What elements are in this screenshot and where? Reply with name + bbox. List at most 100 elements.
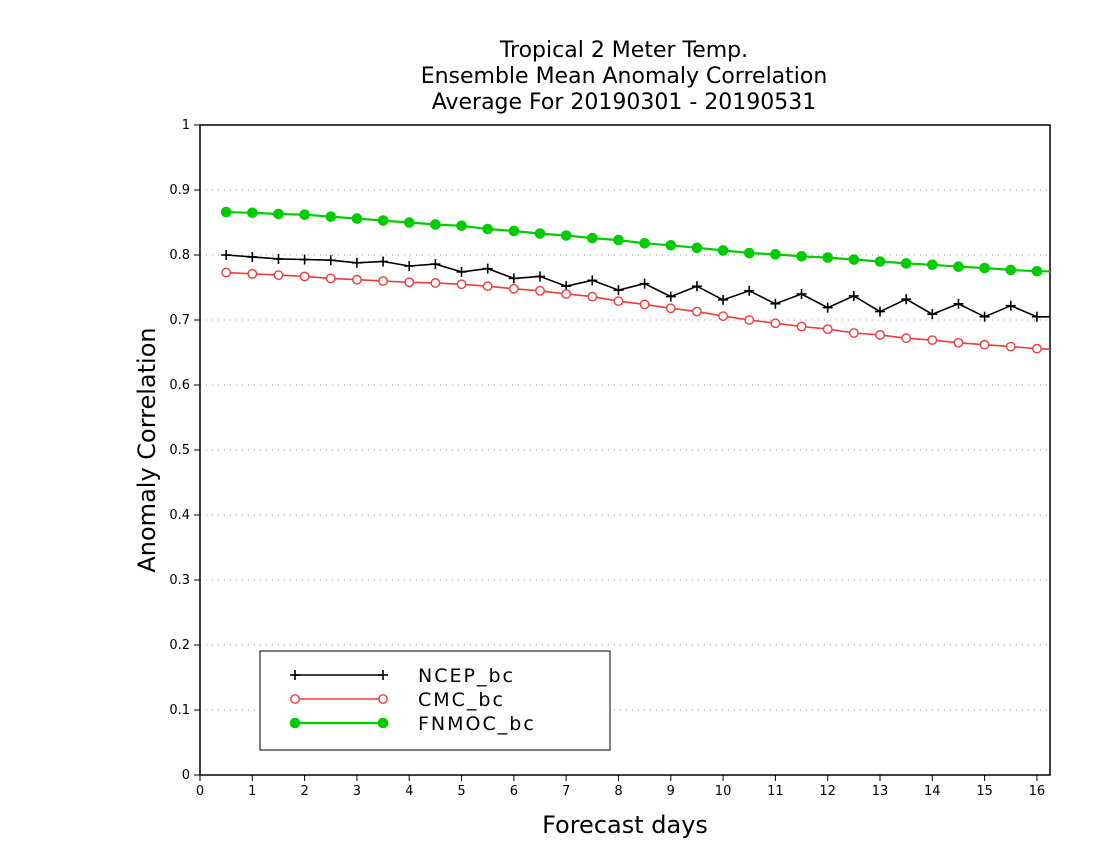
data-point — [325, 211, 337, 222]
y-tick-label: 0.1 — [169, 703, 190, 718]
data-point — [299, 254, 310, 265]
x-tick-label: 3 — [353, 784, 361, 799]
data-point — [220, 206, 232, 218]
data-point — [613, 285, 624, 296]
data-point — [325, 255, 336, 266]
data-point — [691, 242, 703, 254]
data-point — [535, 285, 545, 296]
data-point — [247, 207, 258, 219]
x-tick-label: 2 — [300, 784, 308, 799]
data-point — [1005, 341, 1016, 352]
data-point — [613, 296, 624, 307]
legend-marker — [377, 717, 389, 729]
data-point — [482, 263, 493, 274]
x-tick-label: 15 — [976, 784, 993, 799]
data-point — [430, 278, 441, 288]
data-point — [953, 261, 964, 273]
data-point — [639, 278, 650, 289]
x-tick-label: 16 — [1029, 784, 1046, 799]
legend-label: NCEP_bc — [418, 665, 515, 687]
y-tick-label: 0 — [182, 768, 190, 783]
data-point — [796, 289, 807, 299]
data-point — [456, 279, 467, 290]
x-tick-label: 9 — [667, 784, 675, 799]
data-point — [508, 273, 519, 284]
x-tick-label: 4 — [405, 784, 413, 799]
x-tick-label: 12 — [819, 784, 836, 799]
data-point — [901, 294, 912, 305]
y-tick-label: 0.8 — [169, 248, 190, 263]
data-point — [352, 274, 362, 285]
x-tick-label: 1 — [248, 784, 256, 799]
data-point — [900, 258, 912, 269]
data-point — [718, 294, 729, 305]
data-point — [717, 245, 729, 256]
data-point — [979, 262, 990, 274]
y-tick-label: 1 — [182, 118, 190, 133]
data-point — [718, 311, 728, 321]
data-point — [299, 271, 310, 282]
data-point — [822, 324, 833, 334]
legend-label: CMC_bc — [418, 689, 505, 711]
data-point — [378, 276, 388, 286]
data-point — [403, 217, 415, 228]
legend-marker — [290, 694, 300, 704]
data-point — [273, 253, 284, 264]
data-point — [953, 337, 964, 348]
data-point — [743, 247, 755, 259]
y-tick-label: 0.3 — [169, 573, 190, 588]
data-point — [221, 267, 232, 278]
data-point — [1031, 265, 1043, 277]
data-point — [535, 271, 545, 282]
legend-marker — [289, 717, 301, 729]
data-point — [770, 318, 781, 329]
x-tick-label: 13 — [872, 784, 889, 799]
data-point — [979, 311, 990, 322]
series-layer — [220, 206, 1051, 354]
data-point — [848, 290, 859, 301]
data-point — [770, 249, 781, 260]
data-point — [404, 277, 415, 288]
data-point — [299, 209, 310, 220]
data-point — [875, 330, 885, 340]
legend-item-CMC_bc: CMC_bc — [290, 689, 505, 711]
series-FNMOC_bc — [220, 206, 1050, 277]
data-point — [1032, 343, 1042, 354]
data-point — [508, 283, 519, 294]
data-point — [430, 259, 441, 270]
legend-marker — [378, 670, 388, 680]
data-point — [692, 306, 702, 317]
data-point — [1031, 311, 1042, 322]
data-point — [744, 285, 755, 296]
data-point — [587, 291, 598, 302]
y-tick-label: 0.7 — [169, 313, 190, 328]
y-axis-label: Anomaly Correlation — [133, 327, 161, 572]
data-point — [273, 270, 284, 281]
data-point — [482, 223, 493, 235]
data-point — [822, 252, 833, 263]
data-point — [221, 250, 232, 260]
data-point — [639, 238, 650, 249]
x-tick-label: 14 — [924, 784, 941, 799]
data-point — [273, 208, 284, 220]
data-point — [848, 328, 859, 338]
legend-label: FNMOC_bc — [418, 713, 536, 735]
data-point — [927, 309, 938, 320]
x-tick-label: 5 — [457, 784, 465, 799]
legend-marker — [290, 670, 300, 680]
data-point — [587, 232, 598, 244]
chart-title: Tropical 2 Meter Temp. Ensemble Mean Ano… — [421, 38, 828, 115]
y-tick-label: 0.4 — [169, 508, 190, 523]
legend-box — [259, 650, 611, 751]
data-point — [456, 266, 467, 277]
legend-item-FNMOC_bc: FNMOC_bc — [289, 713, 536, 735]
x-tick-label: 6 — [510, 784, 518, 799]
series-CMC_bc — [221, 267, 1051, 354]
data-point — [378, 256, 389, 267]
data-point — [1005, 264, 1017, 276]
data-point — [953, 298, 964, 309]
data-point — [639, 299, 650, 310]
